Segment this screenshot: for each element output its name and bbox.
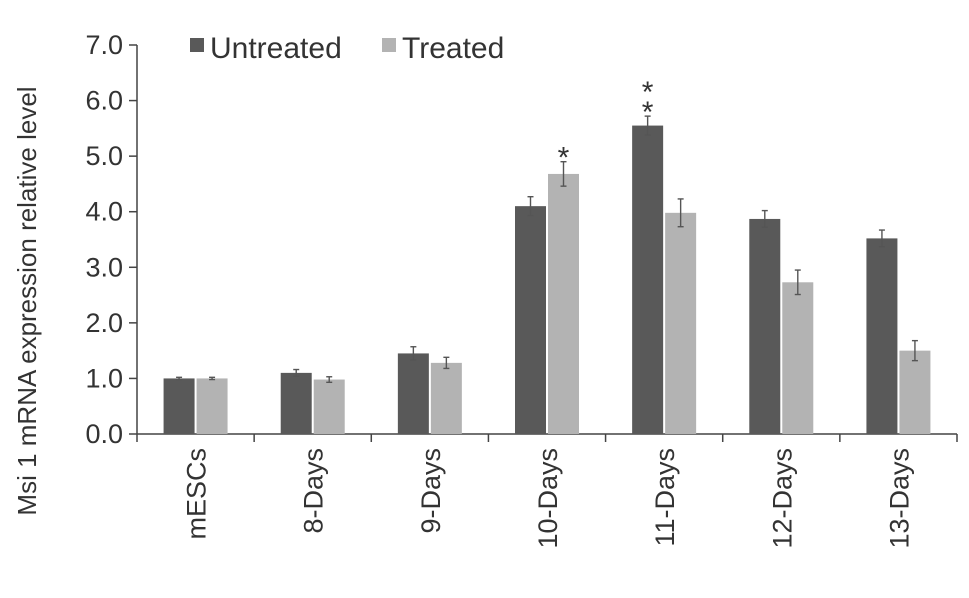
y-tick-label: 7.0 <box>85 30 123 60</box>
significance-star: * <box>642 96 654 129</box>
x-category-label: 10-Days <box>533 448 563 549</box>
x-category-label: 8-Days <box>299 448 329 534</box>
legend-swatch <box>190 38 204 52</box>
bar-untreated <box>749 218 781 434</box>
y-tick-label: 5.0 <box>85 141 123 171</box>
significance-annotations: *** <box>558 76 654 175</box>
significance-star: * <box>642 76 654 109</box>
bar-untreated <box>397 353 429 434</box>
legend-label: Untreated <box>210 32 342 65</box>
y-tick-label: 2.0 <box>85 308 123 338</box>
y-tick-label: 1.0 <box>85 363 123 393</box>
y-axis-title: Msi 1 mRNA expression relative level <box>12 86 42 515</box>
legend-swatch <box>382 38 396 52</box>
bar-treated <box>665 212 697 434</box>
bar-treated <box>899 350 931 434</box>
bar-treated <box>548 173 579 434</box>
x-category-label: 9-Days <box>416 448 446 534</box>
y-axis: 0.0 1.0 2.0 3.0 4.0 5.0 6.0 7.0 <box>85 30 138 449</box>
bar-untreated <box>515 206 546 434</box>
y-tick-label: 4.0 <box>85 197 123 227</box>
bar-treated <box>313 379 345 434</box>
y-tick-label: 6.0 <box>85 86 123 116</box>
significance-annotation: * <box>558 142 570 175</box>
bar-untreated <box>866 238 898 434</box>
error-bars <box>176 115 918 384</box>
bar-treated <box>196 378 228 434</box>
bar-untreated <box>632 125 664 434</box>
y-tick-label: 3.0 <box>85 252 123 282</box>
legend-label: Treated <box>402 32 504 65</box>
bar-untreated <box>163 378 195 434</box>
significance-star: * <box>558 142 570 175</box>
bar-treated <box>430 362 462 434</box>
legend: Untreated Treated <box>190 32 504 65</box>
x-category-label: 11-Days <box>650 448 680 547</box>
legend-item-untreated: Untreated <box>190 32 342 65</box>
x-axis: mESCs 8-Days 9-Days 10-Days 11-Days 12-Days 13… <box>136 433 958 549</box>
x-category-label: 13-Days <box>884 448 914 549</box>
bar-treated <box>782 282 814 434</box>
bar-marks <box>163 125 931 434</box>
x-category-label: mESCs <box>182 448 212 540</box>
bar-untreated <box>280 372 312 434</box>
y-tick-label: 0.0 <box>85 419 123 449</box>
x-category-label: 12-Days <box>767 448 797 549</box>
legend-item-treated: Treated <box>382 32 504 65</box>
significance-annotation: ** <box>642 76 654 129</box>
